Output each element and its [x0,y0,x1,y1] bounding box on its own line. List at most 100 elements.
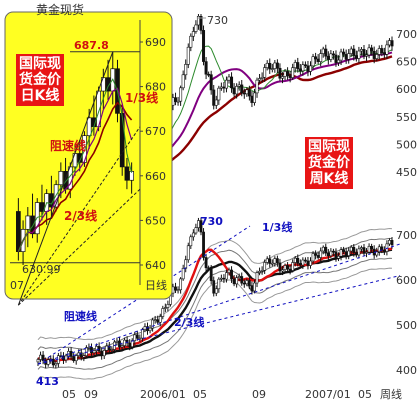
weekly-lower-candle-body [36,359,40,363]
weekly-upper-candle-body [245,89,249,95]
weekly-lower-candle-body [46,359,50,365]
weekly-upper-candle-body [273,62,277,69]
weekly-upper-candle-body [390,40,394,47]
weekly-lower-candle-body [79,352,83,358]
weekly-upper-candle-body [242,92,246,95]
weekly-upper-candle-body [367,47,371,56]
weekly-lower-candle-body [143,326,147,330]
weekly-lower-candle-body [97,346,101,352]
weekly-lower-candle-body [296,257,300,264]
weekly-lower-candle-body [344,251,348,256]
weekly-lower-candle-body [174,286,177,291]
weekly-lower-candle-body [179,278,183,291]
weekly-upper-candle-body [179,87,183,102]
weekly-upper-candle-body [291,67,295,78]
weekly-upper-candle-body [263,67,267,78]
weekly-lower-candle-body [69,351,73,357]
weekly-lower-candle-body [390,240,394,246]
weekly-upper-tick-label: 450 [396,166,417,179]
weekly-lower-candle-body [202,231,205,258]
weekly-upper-candle-body [329,53,333,60]
weekly-upper-candle-body [311,56,315,67]
weekly-lower-candle-body [242,282,246,285]
daily-y-tick-label: 660 [145,170,166,183]
weekly-upper-candle-body [306,65,310,72]
weekly-lower-candle-body [120,345,124,348]
weekly-lower-candle-body [194,227,198,234]
weekly-upper-candle-body [303,64,307,67]
weekly-upper-candle-body [209,74,213,91]
weekly-x-axis-unit: 周线 [380,387,402,400]
weekly-upper-candle-body [283,71,287,77]
weekly-lower-candle-body [253,282,256,292]
weekly-lower-candle-body [184,259,188,269]
weekly-upper-tick-label: 650 [396,56,417,69]
weekly-upper-candle-body [316,58,320,62]
weekly-lower-candle-body [181,267,185,280]
weekly-lower-candle-body [166,304,170,308]
weekly-lower-candle-body [349,246,353,252]
daily-y-tick-label: 670 [145,125,166,138]
daily-candle [25,215,31,230]
weekly-upper-tick-label: 700 [396,28,417,41]
daily-y-tick-label: 640 [145,259,166,272]
weekly-lower-candle-body [51,358,55,366]
weekly-lower-candle-body [217,278,221,290]
weekly-lower-candle-body [334,251,338,259]
weekly-upper-candle-body [191,31,195,37]
weekly-lower-candle-body [306,260,310,266]
weekly-lower-candle-body [128,342,132,348]
weekly-lower-candle-body [123,339,126,346]
weekly-envelope-line [37,227,393,341]
weekly-x-tick-label: 2006/01 [140,388,186,400]
weekly-lower-candle-body [347,250,351,256]
weekly-upper-candle-body [377,48,381,55]
weekly-upper-candle-body [270,68,274,70]
weekly-upper-candle-body [184,64,188,76]
weekly-lower-candle-body [199,220,203,233]
weekly-upper-candle-body [339,51,343,61]
weekly-lower-candle-body [314,253,317,256]
weekly-upper-candle-body [176,100,180,103]
weekly-lower-candle-body [286,265,289,270]
weekly-upper-candle-body [237,84,241,87]
daily-candle [58,170,64,186]
weekly-lower-candle-body [95,346,98,351]
weekly-upper-candle-body [347,53,351,60]
weekly-upper-candle-body [288,75,292,78]
weekly-upper-candle-body [387,40,391,46]
daily-y-tick-label: 690 [145,36,166,49]
weekly-lower-candle-body [235,277,239,285]
weekly-upper-candle-body [252,92,256,103]
weekly-lower-tick-label: 700 [396,229,417,242]
weekly-lower-candle-body [163,307,167,309]
weekly-lower-candle-body [135,334,139,339]
weekly-resist-label: 阻速线 [64,309,97,323]
daily-two-third-label: 2/3线 [64,208,97,223]
weekly-lower-candle-body [214,288,218,294]
weekly-lower-candle-body [141,329,144,339]
weekly-x-tick-label: 09 [84,388,98,400]
weekly-lower-candle-body [357,248,361,256]
weekly-lower-candle-body [260,269,264,272]
weekly-lower-candle-body [321,246,325,252]
weekly-lower-candle-body [339,249,343,257]
weekly-upper-candle-body [275,62,279,69]
weekly-lower-candle-body [176,289,180,292]
weekly-one-third-label: 1/3线 [262,220,292,234]
daily-y-tick-label: 650 [145,214,166,227]
weekly-lower-candle-body [337,255,340,259]
weekly-lower-candle-body [258,270,261,273]
weekly-lower-candle-body [265,258,269,263]
weekly-upper-candle-body [230,76,234,89]
weekly-lower-candle-body [316,255,320,258]
weekly-upper-candle-body [202,30,206,62]
weekly-lower-candle-body [225,272,228,280]
weekly-lower-candle-body [204,257,208,269]
weekly-lower-candle-body [301,259,305,266]
weekly-upper-candle-body [301,64,305,72]
weekly-lower-candle-body [263,262,267,271]
weekly-upper-candle-body [260,76,264,79]
weekly-lower-candle-body [82,355,86,358]
